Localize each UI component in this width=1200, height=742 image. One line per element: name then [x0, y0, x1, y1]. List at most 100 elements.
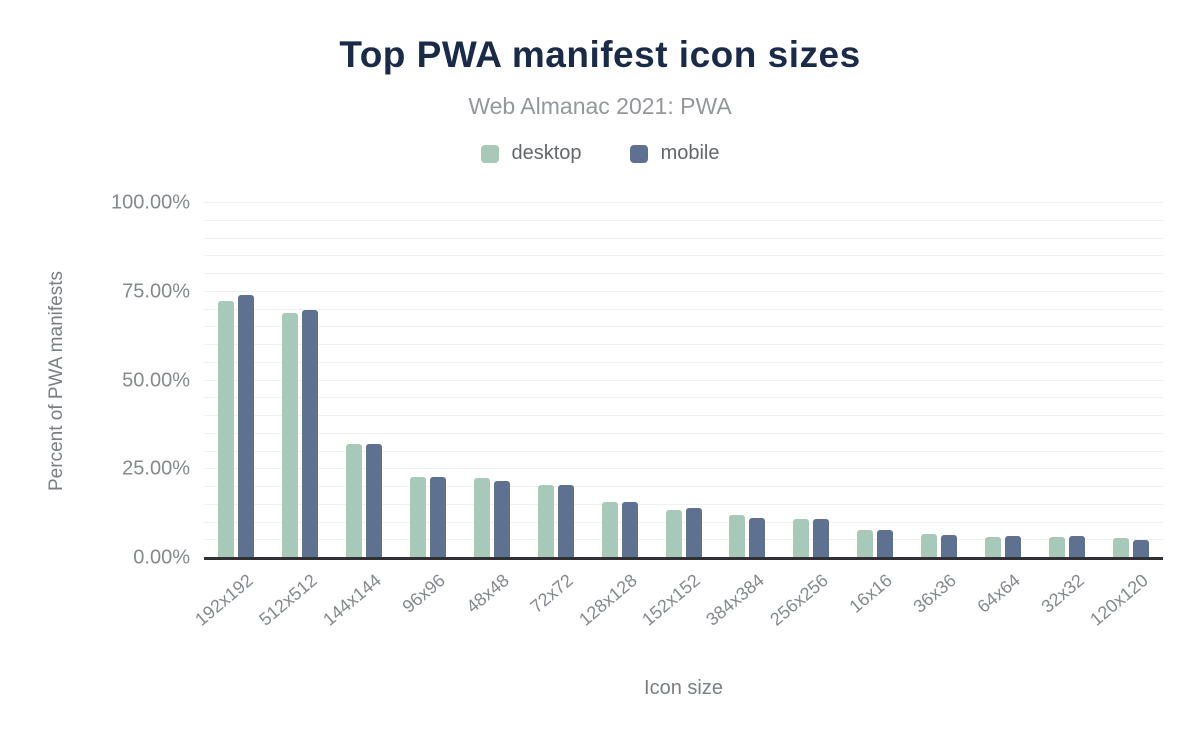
gridline-60 — [204, 344, 1163, 345]
bar-group-512x512: 512x512 — [255, 203, 332, 630]
bar-group-96x96: 96x96 — [396, 203, 460, 617]
gridline-45 — [204, 397, 1163, 399]
bar-desktop-512x512 — [281, 313, 298, 558]
y-tick-label: 100.00% — [111, 191, 190, 214]
gridline-70 — [204, 308, 1163, 310]
bar-group-144x144: 144x144 — [319, 203, 396, 630]
bar-mobile-96x96 — [429, 476, 446, 558]
legend-swatch-desktop — [480, 144, 499, 163]
bar-desktop-32x32 — [1049, 537, 1066, 558]
gridline-20 — [204, 486, 1163, 487]
x-tick-label: 32x32 — [1037, 570, 1089, 617]
gridline-30 — [204, 450, 1163, 452]
x-tick-label: 152x152 — [638, 570, 705, 630]
bar-group-256x256: 256x256 — [766, 203, 843, 630]
bar-desktop-16x16 — [857, 529, 874, 558]
bar-mobile-120x120 — [1133, 540, 1150, 558]
gridline-100 — [204, 202, 1163, 203]
bar-mobile-152x152 — [685, 507, 702, 558]
bar-group-120x120: 120x120 — [1086, 203, 1163, 630]
bar-mobile-144x144 — [365, 444, 382, 558]
gridline-80 — [204, 273, 1163, 274]
bar-group-36x36: 36x36 — [907, 203, 971, 617]
y-axis-ticks: 0.00% 25.00% 50.00% 75.00% 100.00% — [0, 192, 190, 569]
legend: desktop mobile — [0, 142, 1200, 165]
bar-group-192x192: 192x192 — [191, 203, 268, 630]
bar-desktop-192x192 — [217, 301, 234, 558]
legend-label: mobile — [660, 142, 720, 164]
gridline-85 — [204, 255, 1163, 257]
y-tick-label: 0.00% — [133, 546, 190, 569]
bar-group-64x64: 64x64 — [971, 203, 1035, 617]
bar-desktop-72x72 — [537, 484, 554, 558]
gridline-40 — [204, 415, 1163, 416]
bar-mobile-32x32 — [1069, 535, 1086, 558]
chart-subtitle: Web Almanac 2021: PWA — [468, 93, 732, 119]
x-tick-label: 384x384 — [702, 570, 769, 630]
gridline-15 — [204, 503, 1163, 505]
bar-desktop-96x96 — [409, 476, 426, 558]
bar-mobile-128x128 — [621, 502, 638, 558]
legend-label: desktop — [511, 142, 582, 164]
x-tick-label: 512x512 — [254, 570, 321, 630]
bar-groups: 192x192 512x512 144x144 96x96 48x48 72x72 128x… — [191, 203, 1163, 630]
x-tick-label: 36x36 — [909, 570, 961, 617]
y-tick-label: 50.00% — [122, 369, 190, 391]
bar-desktop-64x64 — [985, 537, 1002, 558]
chart-title: Top PWA manifest icon sizes — [339, 34, 861, 75]
gridline-55 — [204, 361, 1163, 363]
gridline-25 — [204, 468, 1163, 470]
bar-mobile-48x48 — [493, 480, 510, 558]
x-tick-label: 16x16 — [845, 570, 897, 617]
bar-desktop-36x36 — [921, 534, 938, 558]
gridline-35 — [204, 432, 1163, 434]
x-tick-label: 72x72 — [526, 570, 577, 617]
bar-mobile-72x72 — [557, 484, 574, 558]
bar-mobile-512x512 — [301, 309, 318, 558]
bar-desktop-128x128 — [601, 501, 618, 558]
x-axis-title: Icon size — [644, 677, 723, 699]
bar-mobile-64x64 — [1005, 535, 1022, 558]
plot-area: 192x192 512x512 144x144 96x96 48x48 72x72 128x… — [191, 202, 1163, 630]
y-tick-label: 25.00% — [122, 457, 190, 480]
bar-mobile-256x256 — [813, 518, 830, 558]
legend-item-mobile: mobile — [629, 142, 720, 165]
x-tick-label: 48x48 — [462, 570, 513, 617]
bar-group-48x48: 48x48 — [460, 203, 524, 617]
bar-desktop-384x384 — [729, 514, 746, 558]
x-tick-label: 256x256 — [766, 570, 833, 630]
legend-item-desktop: desktop — [480, 142, 582, 165]
gridline-10 — [204, 521, 1163, 523]
bar-desktop-144x144 — [345, 443, 362, 558]
x-tick-label: 96x96 — [398, 570, 449, 617]
bar-desktop-48x48 — [473, 478, 490, 558]
x-tick-label: 144x144 — [318, 570, 385, 630]
x-tick-label: 128x128 — [574, 570, 641, 630]
bar-group-32x32: 32x32 — [1035, 203, 1099, 617]
bar-desktop-256x256 — [793, 518, 810, 558]
bar-desktop-152x152 — [665, 509, 682, 558]
gridline-75 — [204, 290, 1163, 292]
bar-mobile-384x384 — [749, 517, 766, 558]
bar-group-152x152: 152x152 — [639, 203, 716, 630]
gridline-50 — [204, 379, 1163, 381]
bar-mobile-192x192 — [237, 295, 254, 558]
gridline-65 — [204, 326, 1163, 328]
bar-mobile-16x16 — [877, 529, 894, 558]
x-tick-label: 64x64 — [973, 570, 1025, 617]
y-tick-label: 75.00% — [122, 280, 190, 303]
bar-group-128x128: 128x128 — [575, 203, 652, 630]
bar-group-384x384: 384x384 — [703, 203, 780, 630]
bar-mobile-36x36 — [941, 534, 958, 558]
bar-desktop-120x120 — [1113, 538, 1130, 558]
bar-group-16x16: 16x16 — [843, 203, 907, 617]
gridline-95 — [204, 219, 1163, 221]
gridline-90 — [204, 237, 1163, 239]
bar-group-72x72: 72x72 — [524, 203, 588, 617]
x-tick-label: 120x120 — [1086, 570, 1152, 630]
x-tick-label: 192x192 — [191, 570, 257, 630]
gridline-5 — [204, 539, 1163, 541]
x-axis-line — [204, 557, 1163, 560]
legend-swatch-mobile — [629, 144, 648, 163]
